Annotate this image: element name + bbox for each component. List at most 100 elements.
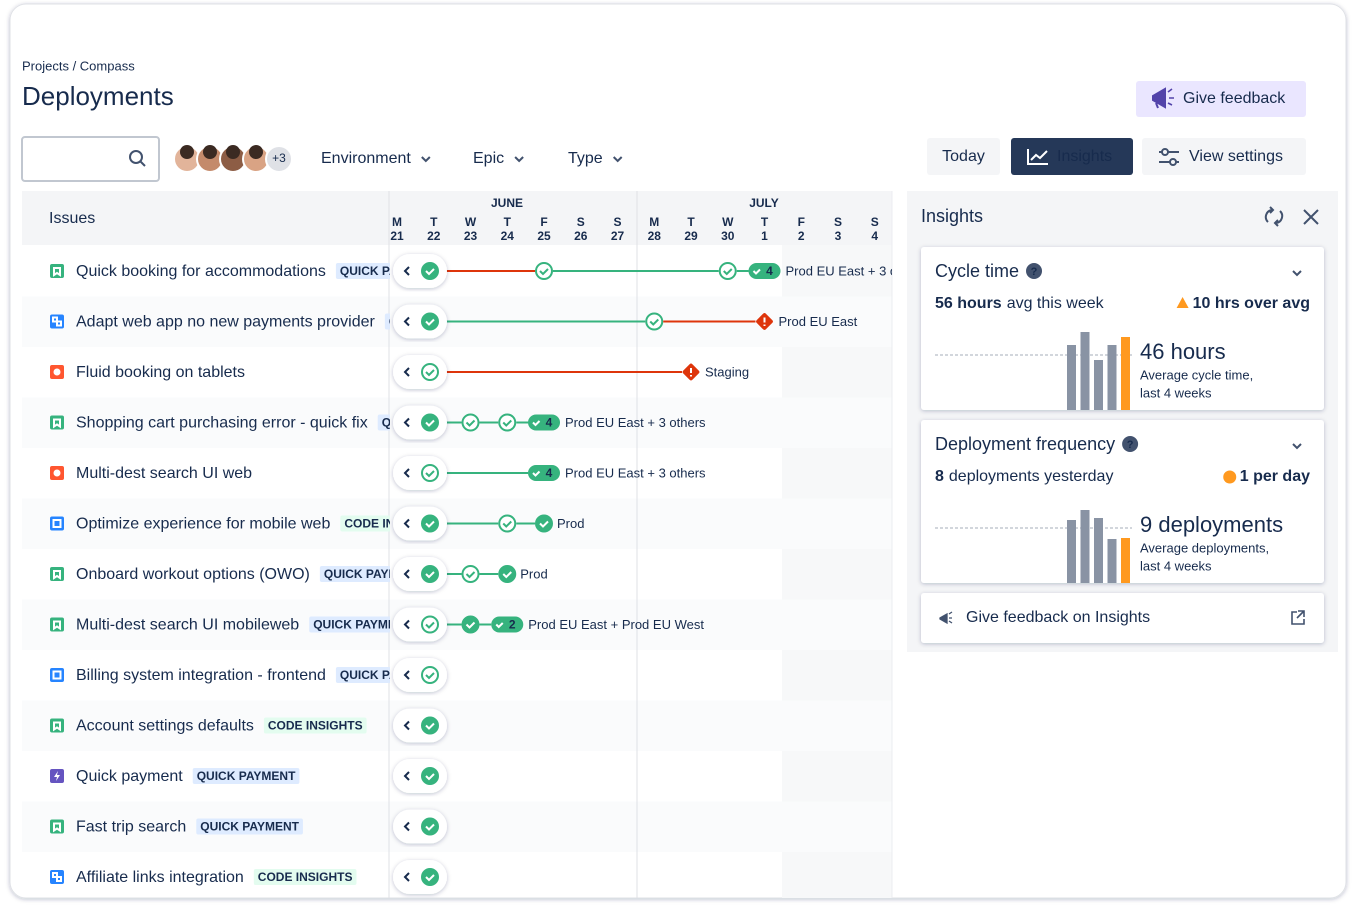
deploy-check	[752, 268, 761, 275]
day-date: 27	[611, 229, 625, 243]
issue-tag-label: CODE INSIGHTS	[268, 719, 363, 733]
issue-type-icon	[50, 819, 64, 834]
deploy-count-pill[interactable]	[491, 616, 524, 633]
issue-tag-label: QUICK PAYMENT	[313, 618, 412, 632]
deploy-check	[532, 420, 541, 427]
search-input[interactable]	[21, 136, 160, 182]
help-icon[interactable]	[1122, 436, 1139, 452]
deploy-step	[461, 565, 480, 583]
deploy-target: Staging	[705, 364, 749, 379]
start-pill[interactable]	[393, 557, 447, 591]
chart-bar	[1121, 337, 1130, 410]
deploy-check	[425, 874, 435, 882]
insight-card	[921, 420, 1324, 583]
day-of-week: F	[798, 215, 805, 229]
start-pill[interactable]	[393, 607, 447, 642]
subtask-glyph	[52, 872, 62, 882]
issue-title[interactable]: Optimize experience for mobile web	[76, 516, 330, 533]
refresh-icon[interactable]	[1264, 206, 1284, 227]
deploy-count-pill[interactable]	[528, 465, 560, 481]
start-pill[interactable]	[393, 759, 447, 793]
deploy-step	[421, 464, 439, 482]
issues-header: Issues	[49, 210, 95, 227]
deploy-target: Prod	[557, 516, 584, 531]
settings-knob	[1161, 148, 1169, 156]
deploy-step	[421, 363, 439, 381]
scroll-back-chevron	[403, 821, 410, 832]
megaphone-small	[939, 611, 953, 625]
timeline-header	[22, 191, 892, 245]
view-settings-button[interactable]	[1142, 138, 1306, 175]
start-pill[interactable]	[393, 506, 447, 541]
deploy-check	[495, 622, 504, 629]
issue-tag-label: QUICK PAYMENT	[200, 820, 299, 834]
issue-title[interactable]: Account settings defaults	[76, 718, 254, 735]
deploy-check	[425, 823, 435, 831]
chart-bar	[1080, 510, 1090, 583]
deploy-step	[421, 514, 439, 533]
start-pill[interactable]	[393, 405, 447, 440]
deploy-step	[421, 666, 439, 684]
scroll-back-chevron	[403, 670, 410, 680]
start-pill[interactable]	[393, 304, 447, 339]
issue-title[interactable]: Adapt web app no new payments provider	[76, 314, 376, 331]
deploy-target: Prod EU East	[779, 314, 858, 329]
issue-tag	[192, 768, 300, 784]
start-pill[interactable]	[393, 355, 447, 389]
deploy-step	[421, 817, 439, 836]
start-pill[interactable]	[393, 809, 447, 844]
insight-card	[921, 247, 1324, 410]
issue-title[interactable]: Multi-dest search UI mobileweb	[76, 617, 299, 634]
start-pill[interactable]	[393, 708, 447, 743]
chart-bar	[1121, 538, 1130, 583]
help-icon[interactable]	[1026, 263, 1043, 279]
deploy-count-pill[interactable]	[528, 414, 560, 431]
today-button[interactable]	[927, 138, 1000, 175]
deploy-count-pill[interactable]	[748, 263, 781, 279]
help-glyph: ?	[1127, 439, 1134, 451]
deploy-check	[539, 520, 549, 528]
day-of-week: T	[504, 215, 512, 229]
chevron	[421, 156, 431, 163]
issue-title[interactable]: Billing system integration - frontend	[76, 667, 326, 684]
breadcrumb: Projects / Compass	[22, 58, 135, 73]
feedback-card[interactable]	[921, 593, 1324, 643]
filter-dropdown[interactable]: Type	[568, 150, 603, 167]
feedback-button[interactable]	[1136, 81, 1306, 117]
issue-title[interactable]: Quick payment	[76, 768, 183, 785]
issue-title[interactable]: Fast trip search	[76, 819, 186, 836]
day-date: 3	[835, 229, 842, 243]
issue-tag-label: CODE INSIGHTS	[258, 870, 353, 884]
issue-tag	[384, 313, 390, 330]
deploy-check	[425, 520, 435, 528]
issue-title[interactable]: Onboard workout options (OWO)	[76, 566, 310, 583]
start-pill[interactable]	[393, 456, 447, 490]
start-pill[interactable]	[393, 254, 447, 288]
day-of-week: W	[465, 215, 477, 229]
headline: 9 deployments	[1140, 512, 1283, 537]
issue-tag-label: QUICK PAYMENT	[197, 769, 296, 783]
caption: last 4 weeks	[1140, 558, 1212, 573]
start-pill[interactable]	[393, 658, 447, 692]
issue-title[interactable]: Quick booking for accommodations	[76, 263, 326, 280]
issue-title[interactable]: Fluid booking on tablets	[76, 364, 245, 381]
start-pill[interactable]	[393, 860, 447, 894]
day-of-week: F	[540, 215, 547, 229]
filter-dropdown[interactable]: Environment	[321, 150, 411, 167]
deploy-target: Prod EU East + 3 others	[786, 263, 927, 278]
chart-bar	[1067, 345, 1076, 410]
issue-title[interactable]: Affiliate links integration	[76, 869, 244, 886]
issue-title[interactable]: Shopping cart purchasing error - quick f…	[76, 415, 368, 432]
close-icon[interactable]	[1303, 209, 1319, 225]
task-glyph	[52, 670, 62, 680]
issue-title[interactable]: Multi-dest search UI web	[76, 465, 252, 482]
summary-value: 8	[935, 468, 944, 485]
deploy-check	[425, 571, 435, 579]
future-shade	[782, 245, 892, 898]
avatar-more[interactable]	[265, 145, 293, 173]
avatar-hair	[180, 145, 194, 159]
insights-button[interactable]	[1011, 138, 1133, 175]
deploy-check	[502, 571, 512, 579]
story-glyph	[53, 267, 61, 277]
filter-dropdown[interactable]: Epic	[473, 150, 504, 167]
